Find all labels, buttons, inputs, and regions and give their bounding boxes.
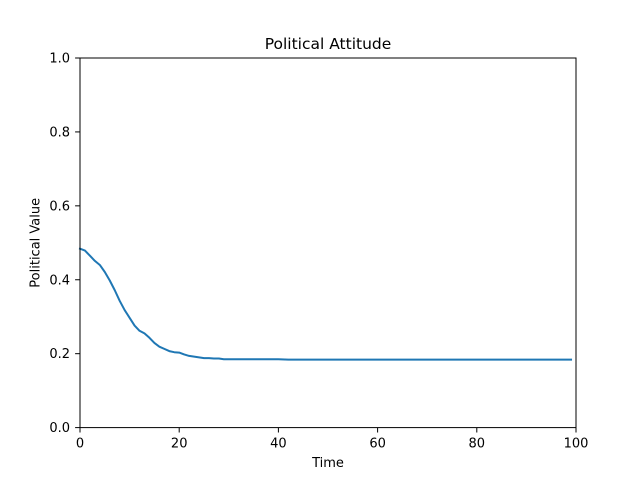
chart-title: Political Attitude [265, 35, 392, 53]
y-tick-label: 0.8 [49, 125, 70, 140]
x-tick-label: 100 [564, 437, 589, 452]
x-tick-label: 40 [270, 437, 287, 452]
y-axis-title: Political Value [29, 198, 44, 288]
x-tick-label: 0 [76, 437, 84, 452]
x-axis-title: Time [311, 456, 344, 471]
x-axis-ticks: 0 20 40 60 80 100 [76, 427, 589, 452]
y-axis-ticks: 0.0 0.2 0.4 0.6 0.8 1.0 [49, 52, 80, 436]
x-tick-label: 20 [171, 437, 188, 452]
x-tick-label: 80 [469, 437, 486, 452]
y-tick-label: 1.0 [49, 52, 70, 67]
series-line [78, 247, 573, 361]
y-tick-label: 0.2 [49, 347, 70, 362]
y-tick-label: 0.4 [49, 273, 70, 288]
y-tick-label: 0.6 [49, 199, 70, 214]
y-tick-label: 0.0 [49, 421, 70, 436]
axes-frame [79, 57, 577, 429]
x-tick-label: 60 [369, 437, 386, 452]
